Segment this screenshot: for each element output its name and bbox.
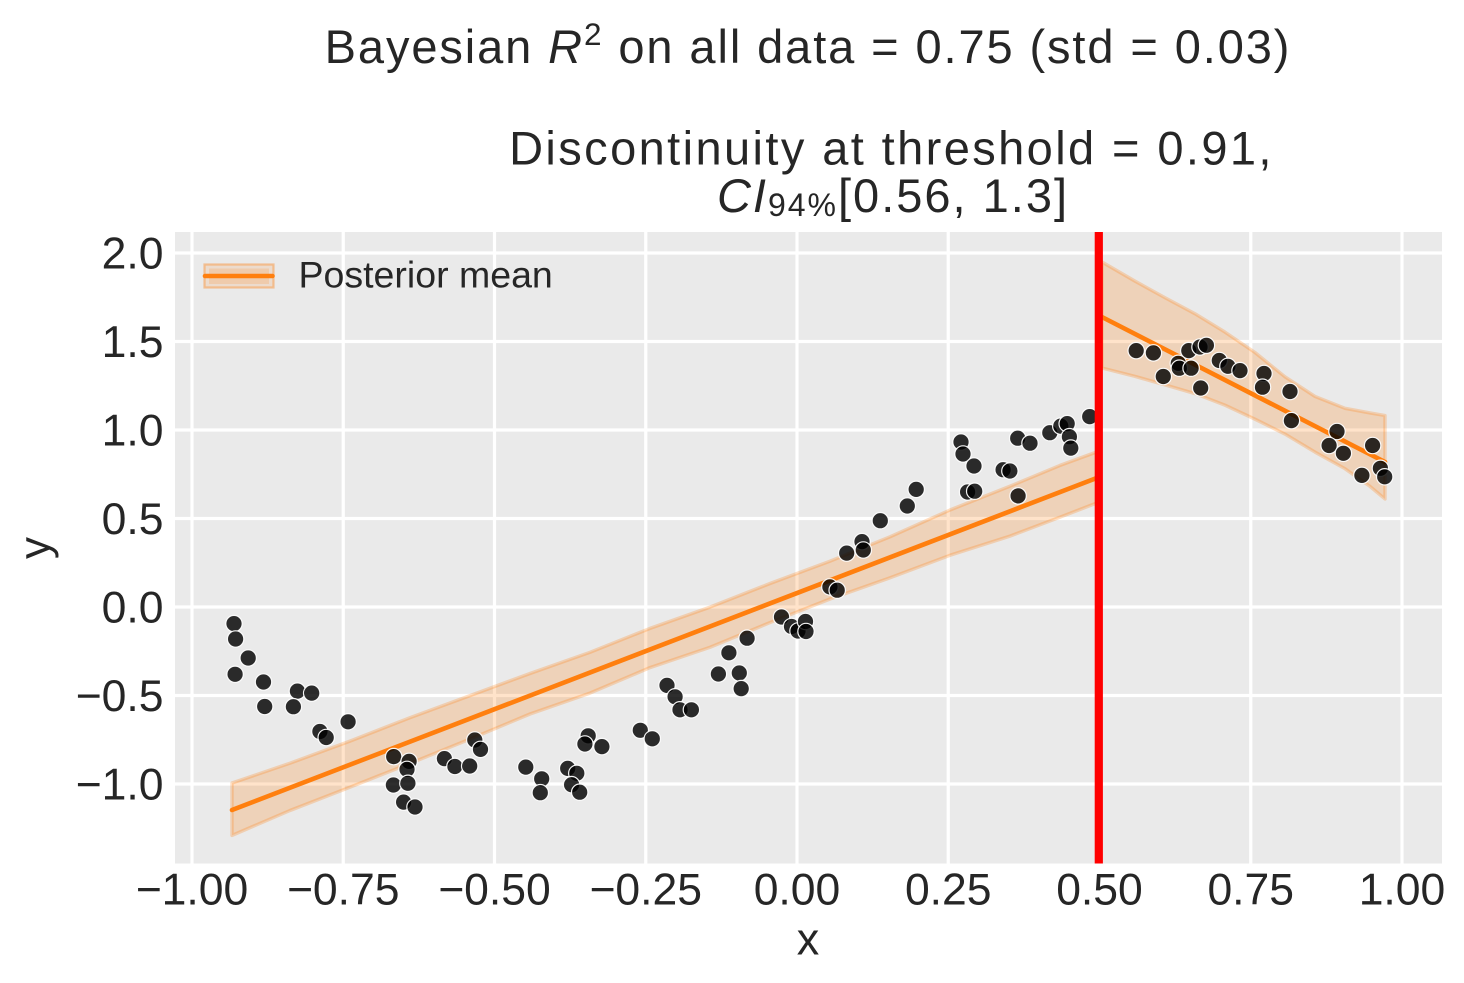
svg-text:0.5: 0.5 <box>102 495 164 544</box>
svg-text:−0.75: −0.75 <box>287 866 400 915</box>
svg-text:Bayesian R2 on all data = 0.75: Bayesian R2 on all data = 0.75 (std = 0.… <box>325 16 1292 73</box>
svg-text:0.50: 0.50 <box>1056 866 1143 915</box>
svg-text:0.00: 0.00 <box>754 866 841 915</box>
svg-text:0.0: 0.0 <box>102 583 164 632</box>
svg-text:−0.25: −0.25 <box>589 866 702 915</box>
svg-text:CI94%[0.56, 1.3]: CI94%[0.56, 1.3] <box>717 169 1069 223</box>
svg-text:2.0: 2.0 <box>102 229 164 278</box>
svg-text:1.0: 1.0 <box>102 406 164 455</box>
svg-text:0.75: 0.75 <box>1207 866 1294 915</box>
svg-text:Discontinuity at threshold = 0: Discontinuity at threshold = 0.91, <box>509 122 1274 175</box>
svg-text:−0.50: −0.50 <box>438 866 551 915</box>
svg-text:y: y <box>11 537 60 559</box>
svg-text:−1.0: −1.0 <box>76 760 164 809</box>
svg-text:1.00: 1.00 <box>1359 866 1446 915</box>
svg-text:−0.5: −0.5 <box>76 672 164 721</box>
svg-text:−1.00: −1.00 <box>136 866 249 915</box>
svg-text:1.5: 1.5 <box>102 318 164 367</box>
svg-text:x: x <box>797 913 820 964</box>
svg-text:Posterior mean: Posterior mean <box>299 254 553 296</box>
svg-text:0.25: 0.25 <box>905 866 992 915</box>
